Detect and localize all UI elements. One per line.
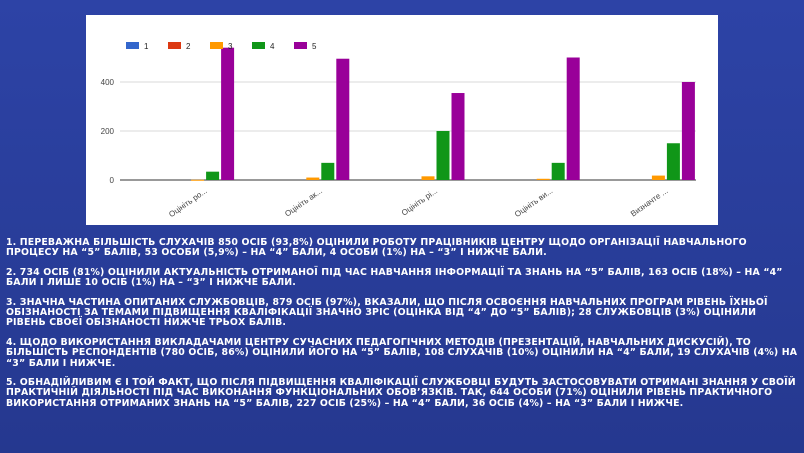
- note-1: 1. ПЕРЕВАЖНА БІЛЬШІСТЬ СЛУХАЧІВ 850 ОСІБ…: [6, 237, 747, 259]
- x-category-label: Визначте ...: [629, 186, 670, 218]
- note-5: 5. ОБНАДІЙЛИВИМ Є І ТОЙ ФАКТ, ЩО ПІСЛЯ П…: [6, 377, 796, 409]
- bar-series-4-cat-2: [321, 162, 335, 180]
- y-tick-label: 400: [101, 78, 115, 87]
- chart-panel: 0 200 400 Оцініть ро... Оцініть ак... Оцініть…: [86, 15, 718, 225]
- bar-chart: 0 200 400 Оцініть ро... Оцініть ак... Оцініть…: [101, 42, 696, 219]
- bar-series-3-cat-3: [421, 176, 435, 180]
- legend-swatch-5: [294, 42, 307, 49]
- bar-series-3-cat-2: [306, 177, 320, 180]
- legend-label-2: 2: [186, 42, 191, 51]
- bar-series-5-cat-2: [336, 58, 350, 180]
- bar-series-4-cat-1: [206, 171, 220, 180]
- bar-series-5-cat-5: [681, 82, 695, 180]
- legend-label-4: 4: [270, 42, 275, 51]
- legend-label-5: 5: [312, 42, 317, 51]
- legend-label-3: 3: [228, 42, 233, 51]
- bar-series-3-cat-1: [191, 179, 205, 181]
- x-category-label: Оцініть ро...: [167, 186, 209, 219]
- legend-swatch-2: [168, 42, 181, 49]
- bar-series-5-cat-1: [221, 47, 235, 181]
- x-category-label: Оцініть ви...: [513, 186, 554, 219]
- y-tick-label: 200: [101, 127, 115, 136]
- bar-series-4-cat-3: [436, 131, 450, 180]
- bar-series-5-cat-4: [566, 57, 580, 180]
- note-3: 3. ЗНАЧНА ЧАСТИНА ОПИТАНИХ СЛУЖБОВЦІВ, 8…: [6, 296, 768, 329]
- bar-series-4-cat-5: [666, 143, 680, 180]
- legend-swatch-3: [210, 42, 223, 49]
- bar-series-3-cat-5: [651, 175, 665, 180]
- notes-block: 1. ПЕРЕВАЖНА БІЛЬШІСТЬ СЛУХАЧІВ 850 ОСІБ…: [6, 237, 798, 418]
- x-category-label: Оцініть рі...: [400, 186, 439, 217]
- y-tick-label: 0: [110, 176, 115, 185]
- bar-series-4-cat-4: [551, 162, 565, 180]
- bar-series-5-cat-3: [451, 93, 465, 180]
- legend-swatch-4: [252, 42, 265, 49]
- legend-swatch-1: [126, 42, 139, 49]
- x-category-label: Оцініть ак...: [283, 186, 324, 218]
- note-4: 4. ЩОДО ВИКОРИСТАННЯ ВИКЛАДАЧАМИ ЦЕНТРУ …: [6, 336, 798, 369]
- note-2: 2. 734 ОСІБ (81%) ОЦІНИЛИ АКТУАЛЬНІСТЬ О…: [6, 266, 783, 289]
- bar-series-3-cat-4: [536, 178, 550, 180]
- legend-label-1: 1: [144, 42, 149, 51]
